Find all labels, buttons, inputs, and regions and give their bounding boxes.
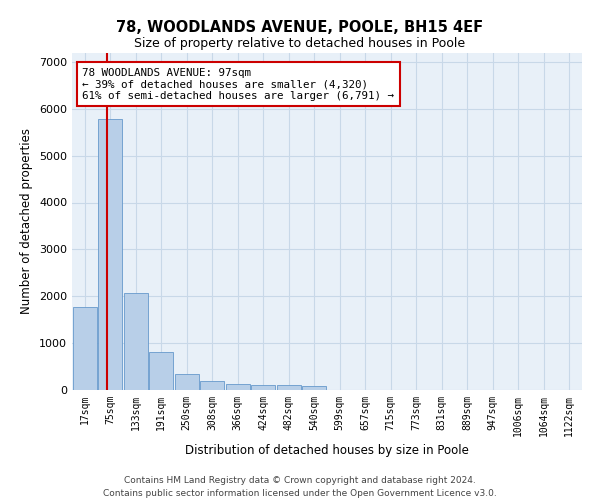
Bar <box>73 306 97 390</box>
Bar <box>98 119 122 390</box>
Bar <box>226 384 250 390</box>
Bar <box>124 294 148 390</box>
Text: 78, WOODLANDS AVENUE, POOLE, BH15 4EF: 78, WOODLANDS AVENUE, POOLE, BH15 4EF <box>116 20 484 35</box>
Text: Contains HM Land Registry data © Crown copyright and database right 2024.
Contai: Contains HM Land Registry data © Crown c… <box>103 476 497 498</box>
Bar <box>302 386 326 390</box>
Bar <box>251 385 275 390</box>
Text: Size of property relative to detached houses in Poole: Size of property relative to detached ho… <box>134 38 466 51</box>
X-axis label: Distribution of detached houses by size in Poole: Distribution of detached houses by size … <box>185 444 469 458</box>
Y-axis label: Number of detached properties: Number of detached properties <box>20 128 34 314</box>
Bar <box>175 374 199 390</box>
Bar <box>149 352 173 390</box>
Text: 78 WOODLANDS AVENUE: 97sqm
← 39% of detached houses are smaller (4,320)
61% of s: 78 WOODLANDS AVENUE: 97sqm ← 39% of deta… <box>82 68 394 101</box>
Bar <box>277 385 301 390</box>
Bar <box>200 381 224 390</box>
